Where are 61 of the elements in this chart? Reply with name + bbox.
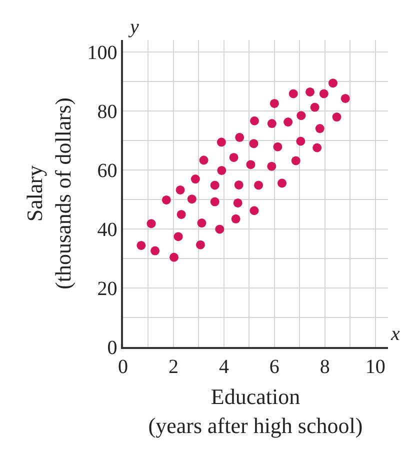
- point: [146, 219, 156, 228]
- point: [217, 166, 226, 175]
- x-tick-label: 8: [320, 356, 330, 378]
- point: [249, 139, 258, 148]
- text: y: [128, 16, 139, 38]
- point: [235, 132, 244, 142]
- point: [162, 195, 171, 204]
- text: x: [390, 323, 400, 345]
- point: [174, 232, 183, 242]
- point: [306, 87, 315, 96]
- x-tick-label: 6: [269, 356, 280, 378]
- x-tick-label: 10: [365, 356, 386, 378]
- point: [284, 118, 293, 127]
- point: [169, 252, 178, 262]
- point: [196, 240, 205, 250]
- y-axis-title: Salary (thousands of dollars): [22, 98, 76, 290]
- point: [270, 98, 279, 108]
- point: [199, 156, 208, 165]
- point: [176, 210, 186, 219]
- point: [296, 111, 306, 120]
- point: [312, 143, 322, 152]
- point: [215, 224, 224, 234]
- y-tick-label: 40: [97, 218, 118, 241]
- x-tick-label: 4: [218, 356, 229, 378]
- point: [187, 194, 196, 204]
- y-tick-label: 60: [97, 160, 118, 182]
- point: [267, 162, 276, 171]
- point: [328, 78, 338, 88]
- point: [216, 138, 226, 147]
- point: [190, 174, 200, 184]
- point: [250, 116, 259, 126]
- point: [246, 160, 256, 170]
- y-tick-label: 100: [87, 42, 118, 64]
- point: [136, 240, 146, 250]
- point: [340, 94, 350, 103]
- y-tick-label: 20: [97, 278, 118, 300]
- point: [267, 119, 276, 128]
- point: [233, 198, 242, 208]
- point: [332, 112, 342, 122]
- point: [234, 180, 244, 190]
- point: [288, 89, 298, 98]
- point: [296, 136, 306, 146]
- x-axis-title: Education (years after high school): [148, 384, 363, 438]
- point: [150, 246, 160, 256]
- point: [197, 218, 206, 228]
- point: [315, 124, 324, 134]
- point: [278, 178, 286, 188]
- point: [231, 214, 240, 224]
- point: [250, 206, 259, 216]
- y-tick-label: 0: [107, 337, 118, 359]
- point: [176, 185, 185, 194]
- point: [210, 180, 220, 190]
- point: [254, 180, 264, 190]
- y-tick-label: 80: [97, 100, 118, 123]
- point: [210, 197, 220, 206]
- x-tick-label: 2: [168, 356, 178, 378]
- point: [291, 156, 300, 166]
- point: [229, 152, 238, 162]
- point: [273, 142, 282, 152]
- point: [310, 102, 320, 112]
- point: [319, 89, 328, 98]
